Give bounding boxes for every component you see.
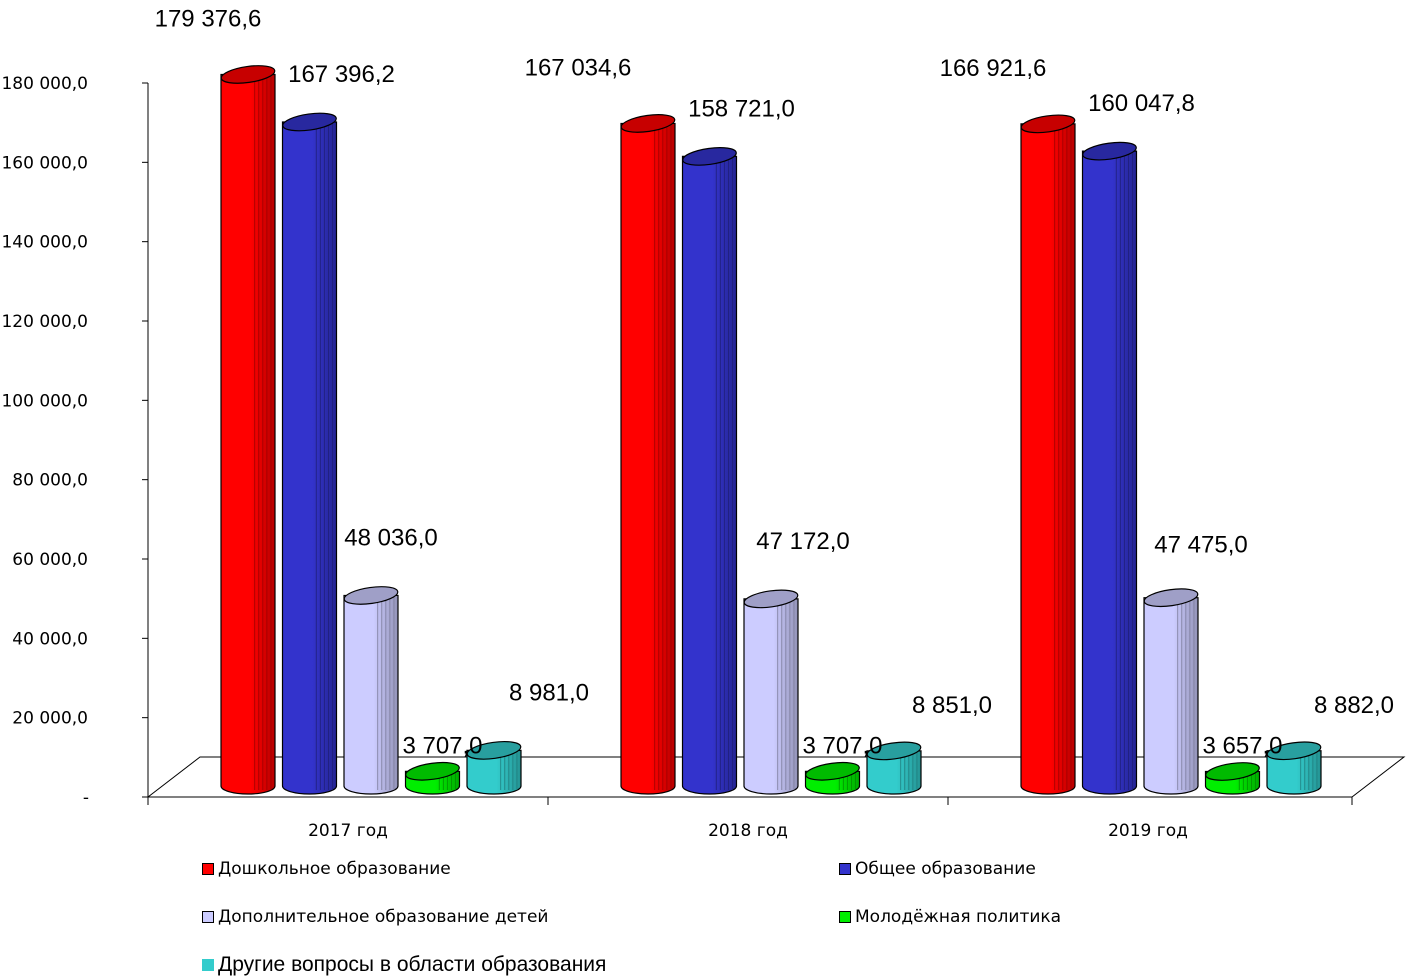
bar bbox=[681, 147, 738, 795]
bar bbox=[1081, 141, 1138, 795]
bar-body bbox=[1020, 123, 1076, 795]
bar-body bbox=[466, 749, 522, 795]
data-label: 3 657,0 bbox=[1202, 732, 1282, 759]
bar-top bbox=[682, 147, 737, 166]
bar-body bbox=[220, 73, 276, 795]
y-tick-label: 60 000,0 bbox=[12, 550, 88, 570]
y-tick-label: - bbox=[83, 788, 89, 808]
y-tick-label: 160 000,0 bbox=[1, 153, 88, 173]
bar-top bbox=[1082, 141, 1137, 161]
bar bbox=[1143, 588, 1199, 795]
bar bbox=[404, 761, 461, 795]
bar-top bbox=[1143, 588, 1199, 608]
bar bbox=[1266, 741, 1322, 795]
y-tick-label: 100 000,0 bbox=[1, 391, 88, 411]
bar bbox=[804, 761, 861, 795]
bar bbox=[281, 112, 338, 795]
bar-top bbox=[1020, 114, 1076, 134]
data-label: 3 707,0 bbox=[802, 732, 882, 759]
data-label: 8 882,0 bbox=[1314, 692, 1394, 719]
bar-top bbox=[866, 741, 922, 761]
bar-top bbox=[405, 761, 460, 781]
x-tick-label: 2018 год bbox=[708, 821, 788, 841]
y-tick-label: 20 000,0 bbox=[12, 709, 88, 729]
data-label: 47 172,0 bbox=[756, 528, 849, 555]
x-tick-label: 2019 год bbox=[1108, 821, 1188, 841]
data-label: 8 851,0 bbox=[912, 692, 992, 719]
data-label: 166 921,6 bbox=[940, 55, 1047, 82]
data-label: 3 707,0 bbox=[402, 732, 482, 759]
data-label: 167 034,6 bbox=[525, 54, 632, 81]
bar bbox=[743, 589, 799, 795]
bar-body bbox=[743, 598, 799, 795]
y-tick-label: 40 000,0 bbox=[12, 629, 88, 649]
bar-top bbox=[805, 761, 860, 781]
data-label: 167 396,2 bbox=[288, 61, 395, 88]
data-label: 48 036,0 bbox=[344, 524, 437, 551]
bar-top bbox=[343, 586, 399, 605]
data-label: 160 047,8 bbox=[1088, 90, 1195, 117]
x-axis-ticks: 2017 год 2018 год 2019 год bbox=[147, 797, 1353, 841]
y-tick-label: 180 000,0 bbox=[1, 74, 88, 94]
bars bbox=[220, 65, 1322, 795]
data-label: 47 475,0 bbox=[1154, 532, 1247, 559]
y-tick-label: 120 000,0 bbox=[1, 312, 88, 332]
bar-body bbox=[1266, 750, 1322, 795]
bar-top bbox=[220, 65, 276, 84]
bar-body bbox=[866, 750, 922, 795]
bar-body bbox=[681, 155, 738, 795]
data-label: 8 981,0 bbox=[509, 679, 589, 706]
bar bbox=[866, 741, 922, 795]
bar bbox=[1204, 762, 1261, 795]
chart-axes bbox=[147, 83, 1352, 798]
bar bbox=[343, 586, 399, 795]
bar-top bbox=[620, 114, 676, 133]
bar bbox=[620, 114, 676, 795]
bar-top bbox=[743, 589, 799, 609]
floor-outline bbox=[147, 756, 1406, 798]
bar-top bbox=[1205, 762, 1260, 781]
bar-body bbox=[281, 121, 338, 795]
bar-top bbox=[282, 112, 337, 132]
bar bbox=[1020, 114, 1076, 795]
bar-body bbox=[1081, 150, 1138, 795]
y-axis-ticks: - 20 000,0 40 000,0 60 000,0 80 000,0 100 000… bbox=[1, 74, 148, 808]
y-tick-label: 80 000,0 bbox=[12, 471, 88, 491]
bar-body bbox=[343, 594, 399, 795]
data-label: 179 376,6 bbox=[155, 5, 262, 32]
bar-top bbox=[1266, 741, 1322, 761]
data-labels: 179 376,6 167 396,2 48 036,0 3 707,0 8 981,0… bbox=[155, 5, 1394, 759]
bar-body bbox=[620, 122, 676, 795]
bar bbox=[466, 741, 522, 795]
chart-floor bbox=[147, 756, 1406, 798]
bar-top bbox=[466, 741, 522, 760]
bar bbox=[220, 65, 276, 795]
y-tick-label: 140 000,0 bbox=[1, 233, 88, 253]
bar-body bbox=[1143, 597, 1199, 795]
data-label: 158 721,0 bbox=[688, 95, 795, 122]
x-tick-label: 2017 год bbox=[308, 821, 388, 841]
